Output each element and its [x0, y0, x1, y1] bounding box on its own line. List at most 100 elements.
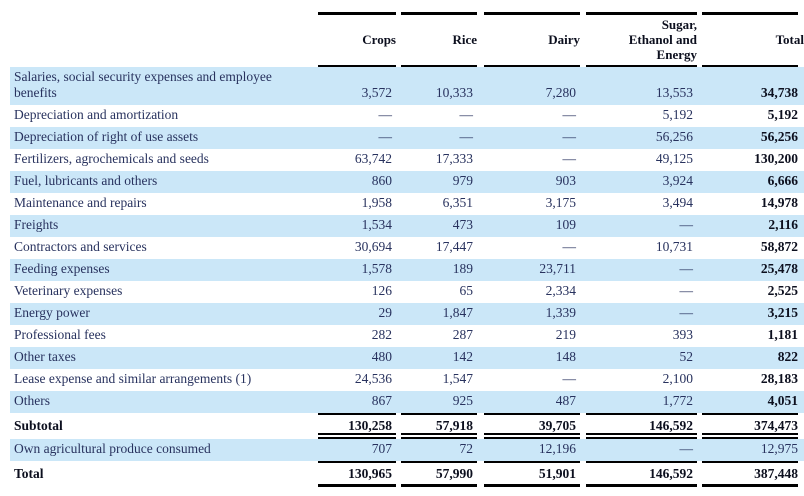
row-label: Energy power: [10, 302, 313, 325]
cell-value: —: [562, 106, 577, 122]
row-label: Others: [10, 390, 313, 413]
financial-report-page: Crops Rice Dairy Sugar, Ethanol and Ener…: [0, 12, 804, 496]
cell-value: 130,965: [313, 460, 396, 487]
cell-value: 56,256: [580, 126, 697, 149]
table-row: Fuel, lubricants and others 860 979 903 …: [10, 170, 804, 193]
column-header-total: Total: [697, 12, 804, 67]
cell-value: 3,572: [313, 67, 396, 105]
cell-value: 282: [371, 326, 392, 342]
cell-total-value: 34,738: [697, 67, 804, 105]
row-label: Total: [14, 465, 44, 481]
cell-value: 1,534: [313, 214, 396, 237]
cell-value: 17,333: [435, 150, 473, 166]
cell-total-value: 5,192: [767, 106, 798, 122]
cell-value: 6,351: [442, 194, 473, 210]
row-label: Maintenance and repairs: [14, 194, 147, 210]
cell-value: 2,100: [662, 370, 693, 386]
cell-value: 3,924: [580, 170, 697, 193]
row-label: Feeding expenses: [10, 258, 313, 281]
cell-value: 146,592: [580, 460, 697, 487]
cell-value: 24,536: [354, 370, 392, 386]
row-label: Fertilizers, agrochemicals and seeds: [14, 150, 209, 166]
cell-value: 146,592: [580, 412, 697, 439]
cell-value: —: [580, 258, 697, 281]
row-label: Own agricultural produce consumed: [10, 438, 313, 461]
row-label: Depreciation and amortization: [14, 106, 179, 122]
cell-value: 130,258: [313, 412, 396, 439]
row-label: Professional fees: [14, 326, 106, 342]
header-row: Crops Rice Dairy Sugar, Ethanol and Ener…: [10, 12, 804, 67]
cell-value: 707: [313, 438, 396, 461]
cell-value: 2,334: [545, 282, 576, 298]
table-row: Fertilizers, agrochemicals and seeds 63,…: [10, 149, 804, 171]
cell-value: 65: [459, 282, 474, 298]
table-row: Freights 1,534 473 109 — 2,116: [10, 214, 804, 237]
cell-value: 72: [396, 438, 477, 461]
cell-value: 49,125: [655, 150, 693, 166]
cell-value: —: [580, 302, 697, 325]
cell-value: 7,280: [477, 67, 580, 105]
cell-value: —: [580, 438, 697, 461]
cell-total-value: 4,051: [697, 390, 804, 413]
cell-value: 10,333: [396, 67, 477, 105]
cell-value: 473: [396, 214, 477, 237]
table-row: Lease expense and similar arrangements (…: [10, 369, 804, 391]
cell-value: 3,494: [662, 194, 693, 210]
cell-total-value: 56,256: [697, 126, 804, 149]
cell-value: 1,958: [361, 194, 392, 210]
cell-value: —: [562, 150, 577, 166]
cell-value: —: [562, 238, 577, 254]
subtotal-row: Subtotal 130,258 57,918 39,705 146,592 3…: [10, 412, 804, 439]
cell-total-value: 3,215: [697, 302, 804, 325]
cell-value: 13,553: [580, 67, 697, 105]
cell-total-value: 25,478: [697, 258, 804, 281]
cell-value: 1,847: [396, 302, 477, 325]
table-row: Contractors and services 30,694 17,447 —…: [10, 237, 804, 259]
segment-expense-table: Crops Rice Dairy Sugar, Ethanol and Ener…: [10, 12, 804, 487]
cell-value: 1,547: [442, 370, 473, 386]
cell-value: 30,694: [354, 238, 392, 254]
table-row: Others 867 925 487 1,772 4,051: [10, 390, 804, 413]
cell-total-value: 2,525: [767, 282, 798, 298]
cell-value: 1,339: [477, 302, 580, 325]
cell-value: 903: [477, 170, 580, 193]
cell-value: —: [477, 126, 580, 149]
column-header-rice: Rice: [396, 12, 477, 67]
cell-value: 23,711: [477, 258, 580, 281]
row-label: Other taxes: [10, 346, 313, 369]
cell-total-value: 2,116: [697, 214, 804, 237]
cell-total-value: 822: [697, 346, 804, 369]
table-row: Salaries, social security expenses and e…: [10, 67, 804, 105]
cell-value: 5,192: [662, 106, 693, 122]
cell-value: 63,742: [354, 150, 392, 166]
table-row: Own agricultural produce consumed 707 72…: [10, 438, 804, 461]
cell-value: —: [580, 214, 697, 237]
cell-value: 17,447: [435, 238, 473, 254]
total-row: Total 130,965 57,990 51,901 146,592 387,…: [10, 460, 804, 487]
cell-value: 142: [396, 346, 477, 369]
row-label: Veterinary expenses: [14, 282, 123, 298]
cell-value: 29: [313, 302, 396, 325]
cell-total-value: 387,448: [697, 460, 804, 487]
cell-value: 12,196: [477, 438, 580, 461]
row-label: Freights: [10, 214, 313, 237]
cell-total-value: 14,978: [760, 194, 798, 210]
cell-value: 39,705: [477, 412, 580, 439]
row-label: Fuel, lubricants and others: [10, 170, 313, 193]
cell-value: 3,175: [545, 194, 576, 210]
cell-total-value: 58,872: [760, 238, 798, 254]
cell-value: 979: [396, 170, 477, 193]
cell-value: 487: [477, 390, 580, 413]
column-header-sugar-ethanol-energy: Sugar, Ethanol and Energy: [580, 12, 697, 67]
table-row: Energy power 29 1,847 1,339 — 3,215: [10, 302, 804, 325]
cell-value: 1,772: [580, 390, 697, 413]
cell-total-value: 1,181: [767, 326, 798, 342]
table-row: Other taxes 480 142 148 52 822: [10, 346, 804, 369]
cell-value: 287: [452, 326, 473, 342]
row-label: Subtotal: [14, 417, 63, 433]
cell-value: —: [378, 106, 393, 122]
cell-value: —: [679, 282, 694, 298]
cell-total-value: 12,975: [697, 438, 804, 461]
cell-value: —: [459, 106, 474, 122]
cell-value: 51,901: [477, 460, 580, 487]
